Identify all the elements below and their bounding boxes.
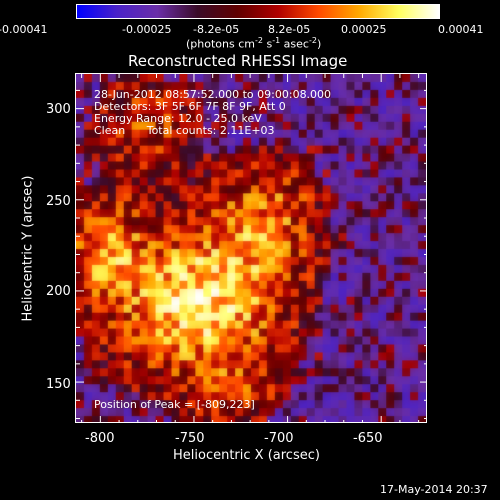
units-prefix: (photons cm	[186, 37, 255, 51]
info-energy-range: Energy Range: 12.0 - 25.0 keV	[94, 112, 262, 125]
x-tick-label: -750	[175, 431, 205, 446]
info-total-counts: Total counts: 2.11E+03	[146, 124, 275, 137]
colorbar-tick-label: 0.00041	[438, 23, 484, 36]
image-plot-area: 28-Jun-2012 08:57:52.000 to 09:00:08.000…	[75, 73, 427, 423]
units-exponent: -2	[254, 36, 263, 45]
units-seconds: s	[262, 37, 273, 51]
colorbar-tick-label: -0.00041	[0, 23, 48, 36]
y-axis-label: Heliocentric Y (arcsec)	[20, 175, 36, 322]
colorbar-tick-label: -0.00025	[122, 23, 172, 36]
colorbar-tick-label: 0.00025	[341, 23, 387, 36]
units-suffix: )	[316, 37, 322, 51]
y-tick-label: 300	[46, 102, 71, 117]
units-asec: asec	[280, 37, 309, 51]
x-axis-label: Heliocentric X (arcsec)	[173, 448, 320, 463]
colorbar-tick-label: -8.2e-05	[193, 23, 240, 36]
x-tick-label: -700	[264, 431, 294, 446]
x-tick-label: -800	[85, 431, 115, 446]
info-peak-position: Position of Peak = [-809,223]	[94, 398, 255, 411]
units-exponent: -1	[272, 36, 281, 45]
y-tick-label: 150	[46, 377, 71, 392]
info-detectors: Detectors: 3F 5F 6F 7F 8F 9F, Att 0	[94, 100, 286, 113]
colorbar-units: (photons cm-2 s-1 asec-2)	[186, 37, 321, 50]
info-clean-label: Clean	[94, 124, 126, 137]
plot-timestamp: 17-May-2014 20:37	[380, 483, 488, 496]
info-time-range: 28-Jun-2012 08:57:52.000 to 09:00:08.000	[94, 88, 332, 101]
colorbar-tick-label: 8.2e-05	[268, 23, 311, 36]
info-clean: Clean Total counts: 2.11E+03	[94, 124, 275, 137]
y-tick-label: 200	[46, 284, 71, 299]
units-exponent: -2	[308, 36, 317, 45]
x-tick-label: -650	[353, 431, 383, 446]
plot-ticks-overlay	[76, 74, 426, 422]
colorbar	[76, 4, 440, 19]
plot-title: Reconstructed RHESSI Image	[128, 52, 348, 70]
y-tick-label: 250	[46, 194, 71, 209]
rhessi-heatmap	[76, 74, 426, 422]
